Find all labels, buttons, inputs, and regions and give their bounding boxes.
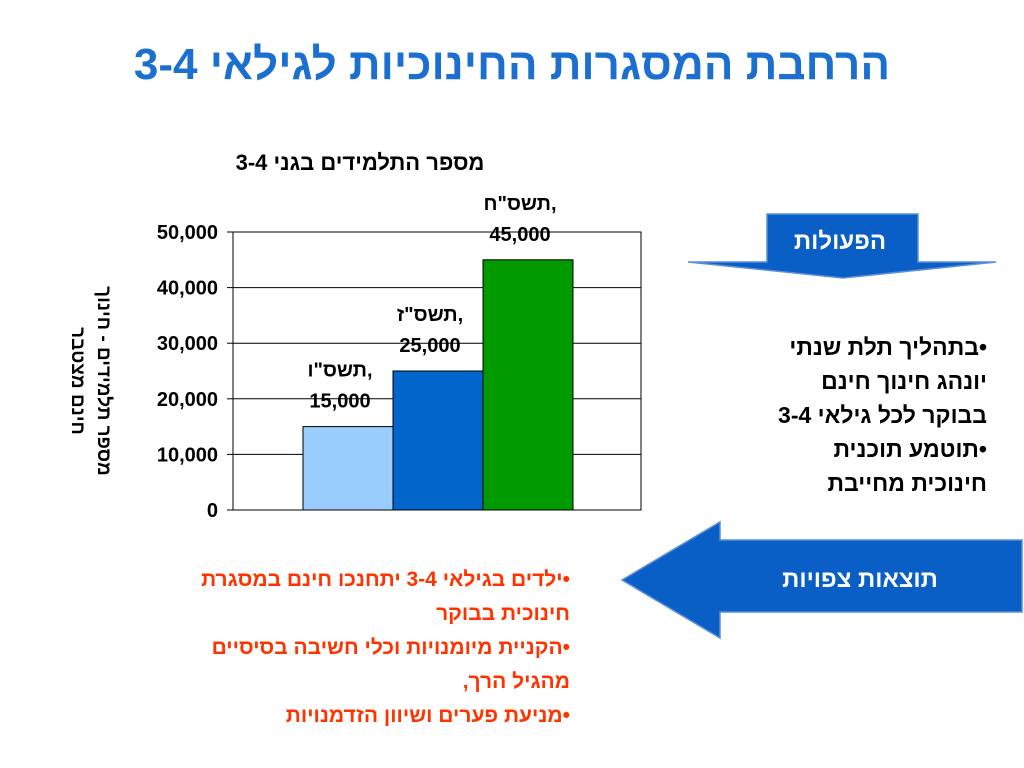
y-tick-label: 0 xyxy=(207,500,218,522)
actions-line: חינוכית מחייבת xyxy=(827,470,987,496)
bar-data-label: תשס"ו, xyxy=(307,360,372,382)
page-title: הרחבת המסגרות החינוכיות לגילאי 3-4 xyxy=(133,40,891,89)
results-line: •מניעת פערים ושיוון הזדמנויות xyxy=(285,704,570,727)
bar-data-label: 45,000 xyxy=(489,224,550,246)
results-line: •הקניית מיומנויות וכלי חשיבה בסיסיים xyxy=(211,636,570,659)
results-text: •ילדים בגילאי 3-4 יתחנכו חינם במסגרת חינ… xyxy=(100,563,570,733)
y-tick-label: 50,000 xyxy=(157,222,218,244)
actions-line: יונהג חינוך חינם xyxy=(821,368,987,394)
bar-data-label: 25,000 xyxy=(399,335,460,357)
results-arrow-shape xyxy=(620,520,1023,640)
chart-title: מספר התלמידים בגני 3-4 xyxy=(235,150,485,175)
actions-line: •בתהליך תלת שנתי xyxy=(789,334,987,360)
actions-label: הפעולות xyxy=(793,228,887,255)
y-tick-label: 40,000 xyxy=(157,278,218,300)
bar xyxy=(482,259,574,511)
results-label: תוצאות צפויות xyxy=(782,566,938,593)
bar-data-label: 15,000 xyxy=(309,391,370,413)
bar xyxy=(392,370,484,511)
bar xyxy=(302,426,394,511)
actions-callout-shape xyxy=(687,213,997,279)
bar-data-label: תשס"ז, xyxy=(397,304,463,326)
actions-text: •בתהליך תלת שנתי יונהג חינוך חינם בבוקר … xyxy=(715,330,987,500)
results-line: •ילדים בגילאי 3-4 יתחנכו חינם במסגרת xyxy=(201,568,570,591)
y-tick-label: 10,000 xyxy=(157,444,218,466)
y-tick-label: 20,000 xyxy=(157,389,218,411)
results-line: מהגיל הרך, xyxy=(462,670,570,693)
bar-data-label: תשס"ח, xyxy=(483,193,556,215)
actions-line: בבוקר לכל גילאי 3-4 xyxy=(778,402,987,428)
results-line: חינוכית בבוקר xyxy=(436,602,570,625)
y-tick-label: 30,000 xyxy=(157,333,218,355)
actions-line: •תוטמע תוכנית xyxy=(833,436,988,462)
